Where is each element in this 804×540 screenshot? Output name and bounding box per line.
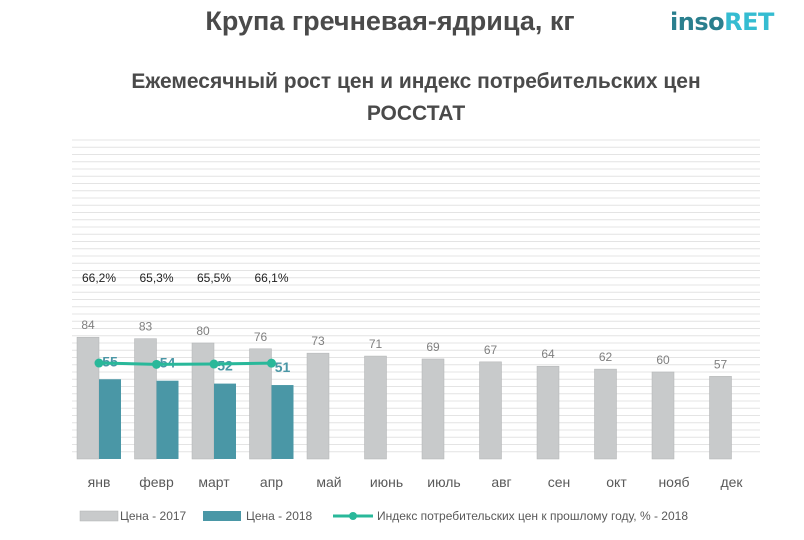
logo-part1: inso <box>670 8 725 36</box>
data-label-2017: 60 <box>656 353 670 367</box>
legend-label-2018: Цена - 2018 <box>246 509 313 523</box>
bar-2017 <box>536 365 560 460</box>
data-label-2017: 76 <box>254 330 268 344</box>
legend-swatch-2018 <box>203 511 241 521</box>
brand-logo: insoRET <box>670 8 774 36</box>
index-point <box>267 358 276 368</box>
bar-2017 <box>364 355 387 460</box>
data-label-2017: 69 <box>426 340 440 354</box>
x-tick-label: май <box>316 474 341 490</box>
chart-subtitle: Ежемесячный рост цен и индекс потребител… <box>131 70 701 93</box>
x-tick-label: нояб <box>658 474 689 490</box>
data-label-2017: 62 <box>599 350 613 364</box>
data-label-2017: 73 <box>311 334 325 348</box>
data-label-2018: 51 <box>275 359 291 375</box>
bar-2017 <box>306 352 330 460</box>
index-label: 65,5% <box>197 271 231 285</box>
bar-2018 <box>156 380 179 459</box>
data-label-2017: 67 <box>484 343 498 357</box>
x-tick-label: июль <box>427 474 460 490</box>
data-label-2017: 80 <box>196 324 210 338</box>
chart-subtitle-source: РОССТАТ <box>366 102 466 125</box>
x-tick-label: март <box>198 474 230 490</box>
x-tick-label: янв <box>88 474 111 490</box>
bar-2018 <box>99 379 121 459</box>
x-tick-label: сен <box>548 474 571 490</box>
bar-2017 <box>594 368 617 460</box>
bar-2017 <box>651 371 675 460</box>
index-label: 65,3% <box>139 271 173 285</box>
bar-2017 <box>709 376 732 460</box>
bar-2017 <box>421 358 445 460</box>
bar-2017 <box>479 361 502 460</box>
legend-swatch-2017 <box>79 510 119 522</box>
data-label-2017: 57 <box>714 357 728 371</box>
index-point <box>152 359 161 369</box>
logo-part2: RET <box>724 8 774 36</box>
bar-2017 <box>191 342 215 460</box>
x-tick-label: окт <box>606 474 627 490</box>
index-point <box>94 358 104 368</box>
legend-label-2017: Цена - 2017 <box>120 509 187 523</box>
data-label-2018: 52 <box>217 358 233 374</box>
data-label-2017: 84 <box>81 318 95 332</box>
index-line <box>98 361 272 366</box>
bar-2018 <box>271 385 294 459</box>
data-label-2017: 64 <box>541 347 555 361</box>
data-label-2018: 54 <box>160 355 176 371</box>
x-tick-label: июнь <box>370 474 403 490</box>
bar-2018 <box>214 383 236 459</box>
legend-label-index: Индекс потребительских цен к прошлому го… <box>377 509 688 523</box>
data-label-2018: 55 <box>102 353 118 369</box>
page-title: Крупа гречневая-ядрица, кг <box>205 6 575 36</box>
data-label-2017: 71 <box>369 337 383 351</box>
bar-2017 <box>76 336 100 460</box>
x-tick-label: апр <box>260 474 283 490</box>
bar-2017 <box>134 338 157 460</box>
index-label: 66,2% <box>82 271 116 285</box>
x-tick-label: февр <box>139 474 174 490</box>
x-tick-label: дек <box>720 474 743 490</box>
x-tick-label: авг <box>491 474 511 490</box>
data-label-2017: 83 <box>139 320 153 334</box>
legend-marker-index <box>349 512 357 520</box>
index-label: 66,1% <box>254 271 288 285</box>
index-point <box>209 359 219 369</box>
